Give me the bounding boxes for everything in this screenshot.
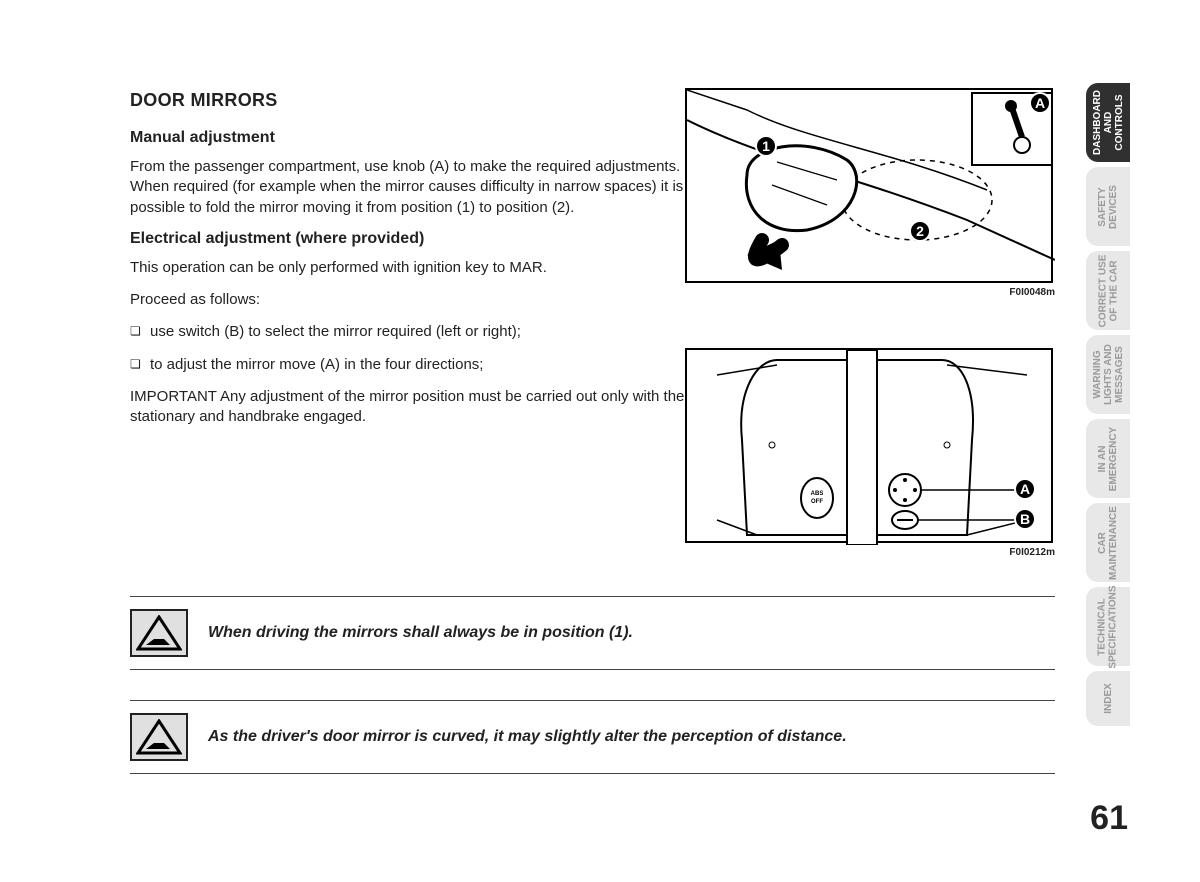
warning-row: As the driver's door mirror is curved, i… (130, 700, 1055, 774)
tab-safety[interactable]: SAFETYDEVICES (1086, 167, 1130, 246)
list-item: use switch (B) to select the mirror requ… (130, 322, 710, 342)
page-number: 61 (1090, 799, 1128, 838)
svg-text:ABS: ABS (811, 491, 824, 497)
warning-text: As the driver's door mirror is curved, i… (208, 728, 847, 746)
callout-b: B (1014, 508, 1036, 530)
figure-caption: F0I0212m (685, 547, 1055, 558)
tab-dashboard[interactable]: DASHBOARDANDCONTROLS (1086, 83, 1130, 162)
figure-mirror-controls: ABS OFF A B (685, 348, 1053, 543)
figures-column: A 1 2 F0I0048m ABS OFF (685, 88, 1055, 608)
section-title-manual: Manual adjustment (130, 129, 710, 147)
section-title-electrical: Electrical adjustment (where provided) (130, 230, 710, 248)
mirror-controls-illustration: ABS OFF (687, 350, 1055, 545)
tab-correct-use[interactable]: CORRECT USEOF THE CAR (1086, 251, 1130, 330)
page-heading: DOOR MIRRORS (130, 90, 710, 111)
tab-emergency[interactable]: IN ANEMERGENCY (1086, 419, 1130, 498)
figure-mirror-fold: A 1 2 (685, 88, 1053, 283)
figure-caption: F0I0048m (685, 287, 1055, 298)
section-tabs: DASHBOARDANDCONTROLS SAFETYDEVICES CORRE… (1086, 83, 1130, 731)
text-column: DOOR MIRRORS Manual adjustment From the … (130, 90, 710, 439)
list-item: to adjust the mirror move (A) in the fou… (130, 355, 710, 375)
paragraph: This operation can be only performed wit… (130, 258, 710, 278)
warnings-block: When driving the mirrors shall always be… (130, 596, 1055, 804)
callout-a2: A (1014, 478, 1036, 500)
paragraph: From the passenger compartment, use knob… (130, 157, 710, 218)
callout-2: 2 (909, 220, 931, 242)
warning-triangle-icon (130, 713, 188, 761)
warning-triangle-icon (130, 609, 188, 657)
callout-1: 1 (755, 135, 777, 157)
paragraph: Proceed as follows: (130, 290, 710, 310)
tab-warning-lights[interactable]: WARNINGLIGHTS ANDMESSAGES (1086, 335, 1130, 414)
mirror-fold-illustration (687, 90, 1055, 285)
paragraph: IMPORTANT Any adjustment of the mirror p… (130, 387, 710, 428)
tab-index[interactable]: INDEX (1086, 671, 1130, 726)
warning-text: When driving the mirrors shall always be… (208, 624, 633, 642)
tab-maintenance[interactable]: CARMAINTENANCE (1086, 503, 1130, 582)
manual-page: DOOR MIRRORS Manual adjustment From the … (0, 0, 1200, 882)
tab-technical[interactable]: TECHNICALSPECIFICATIONS (1086, 587, 1130, 666)
warning-row: When driving the mirrors shall always be… (130, 596, 1055, 670)
svg-text:OFF: OFF (811, 499, 823, 505)
callout-a: A (1029, 92, 1051, 114)
